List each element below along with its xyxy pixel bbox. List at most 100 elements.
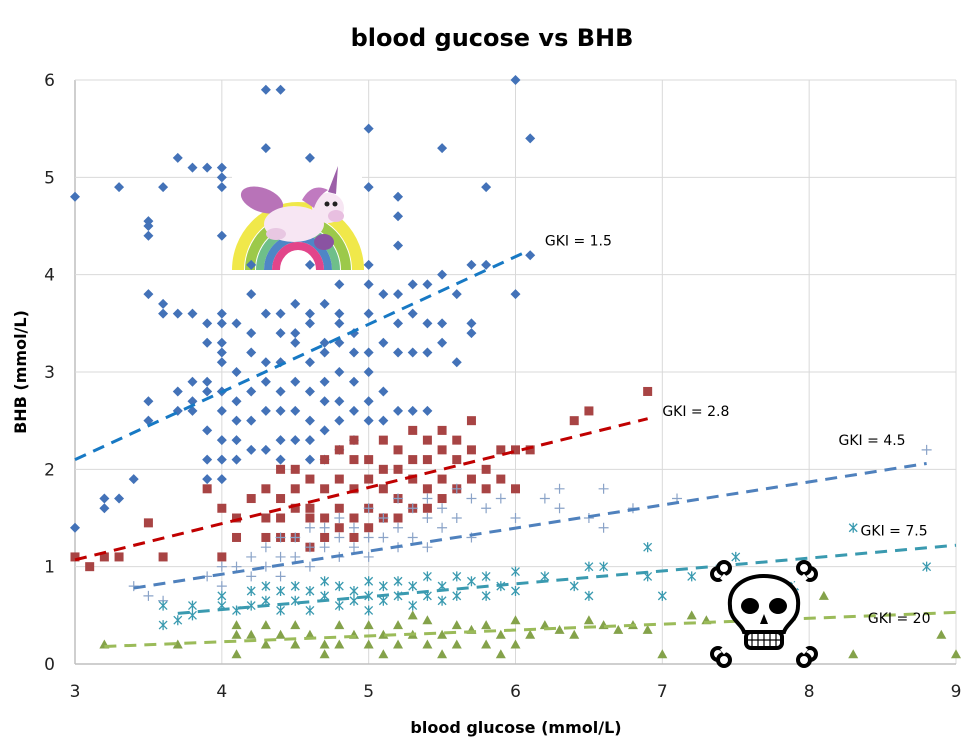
data-point — [511, 445, 520, 455]
data-point — [554, 483, 565, 494]
gki-label: GKI = 1.5 — [545, 233, 612, 249]
data-point — [261, 595, 271, 606]
data-point — [319, 425, 330, 436]
data-point — [451, 513, 462, 523]
data-point — [231, 396, 242, 407]
data-point — [334, 445, 344, 455]
data-point — [598, 522, 609, 533]
y-axis-ticks: 0 1 2 3 4 5 6 — [44, 71, 55, 675]
x-tick-label: 5 — [363, 682, 374, 702]
data-point — [364, 605, 374, 616]
data-point — [216, 172, 227, 183]
data-point — [275, 308, 286, 319]
data-point — [363, 182, 374, 193]
data-point — [583, 615, 594, 625]
data-point — [319, 376, 330, 387]
data-point — [378, 581, 388, 592]
data-point — [304, 152, 315, 163]
data-point — [511, 586, 520, 596]
data-point — [319, 337, 330, 348]
data-point — [290, 484, 300, 494]
data-point — [290, 435, 301, 446]
data-point — [320, 532, 330, 542]
y-tick-label: 4 — [44, 266, 55, 286]
data-point — [202, 376, 213, 387]
data-point — [172, 639, 183, 649]
series-gki-2-8 — [70, 386, 653, 572]
data-point — [261, 484, 271, 494]
data-point — [246, 444, 257, 455]
data-point — [349, 435, 359, 445]
data-point — [158, 182, 169, 193]
data-point — [466, 318, 477, 329]
data-point — [922, 561, 932, 572]
data-point — [408, 600, 418, 611]
x-tick-label: 6 — [510, 682, 521, 702]
unicorn-rainbow-icon — [232, 160, 364, 271]
data-point — [510, 639, 521, 649]
data-point — [260, 308, 271, 319]
data-point — [304, 357, 315, 368]
y-tick-label: 2 — [44, 460, 55, 480]
gki-label: GKI = 2.8 — [662, 404, 729, 420]
data-point — [188, 610, 197, 621]
data-point — [275, 435, 286, 446]
data-point — [408, 581, 418, 592]
x-tick-label: 8 — [804, 682, 815, 702]
data-point — [216, 337, 227, 348]
data-point — [481, 639, 492, 649]
y-tick-label: 1 — [44, 558, 55, 578]
data-point — [348, 347, 359, 358]
trendline — [177, 543, 957, 615]
data-point — [246, 347, 257, 358]
data-point — [437, 425, 447, 435]
data-point — [260, 444, 271, 455]
data-point — [99, 493, 110, 504]
data-point — [510, 75, 521, 85]
data-point — [422, 493, 433, 504]
data-point — [290, 405, 301, 416]
data-point — [319, 649, 330, 659]
data-point — [202, 484, 212, 494]
data-point — [422, 615, 433, 625]
data-point — [334, 532, 345, 543]
x-tick-label: 4 — [216, 682, 227, 702]
data-point — [143, 230, 154, 241]
data-point — [290, 376, 301, 387]
data-point — [407, 308, 418, 319]
data-point — [393, 191, 404, 202]
data-point — [525, 133, 536, 144]
data-point — [304, 259, 315, 270]
data-point — [334, 415, 345, 426]
data-point — [305, 586, 315, 596]
data-point — [643, 386, 653, 396]
data-point — [216, 347, 227, 358]
data-point — [393, 639, 404, 649]
data-point — [187, 162, 198, 173]
data-point — [686, 610, 697, 620]
data-point — [231, 318, 242, 329]
data-point — [158, 298, 169, 309]
data-point — [216, 357, 227, 368]
gki-label: GKI = 7.5 — [861, 524, 928, 540]
data-point — [216, 474, 227, 485]
data-point — [422, 503, 432, 513]
data-point — [539, 493, 550, 504]
data-point — [363, 347, 374, 358]
data-point — [304, 522, 315, 533]
data-point — [364, 455, 374, 465]
data-point — [334, 318, 345, 329]
data-point — [232, 532, 242, 542]
data-point — [217, 503, 227, 513]
data-point — [378, 532, 389, 543]
data-point — [378, 513, 389, 523]
data-point — [437, 269, 448, 280]
data-point — [452, 455, 462, 465]
data-point — [261, 581, 271, 592]
data-point — [407, 279, 418, 290]
skull-crossbones-icon — [710, 560, 818, 668]
data-point — [290, 464, 300, 474]
data-point — [393, 445, 403, 455]
data-point — [422, 484, 432, 494]
data-point — [408, 425, 418, 435]
